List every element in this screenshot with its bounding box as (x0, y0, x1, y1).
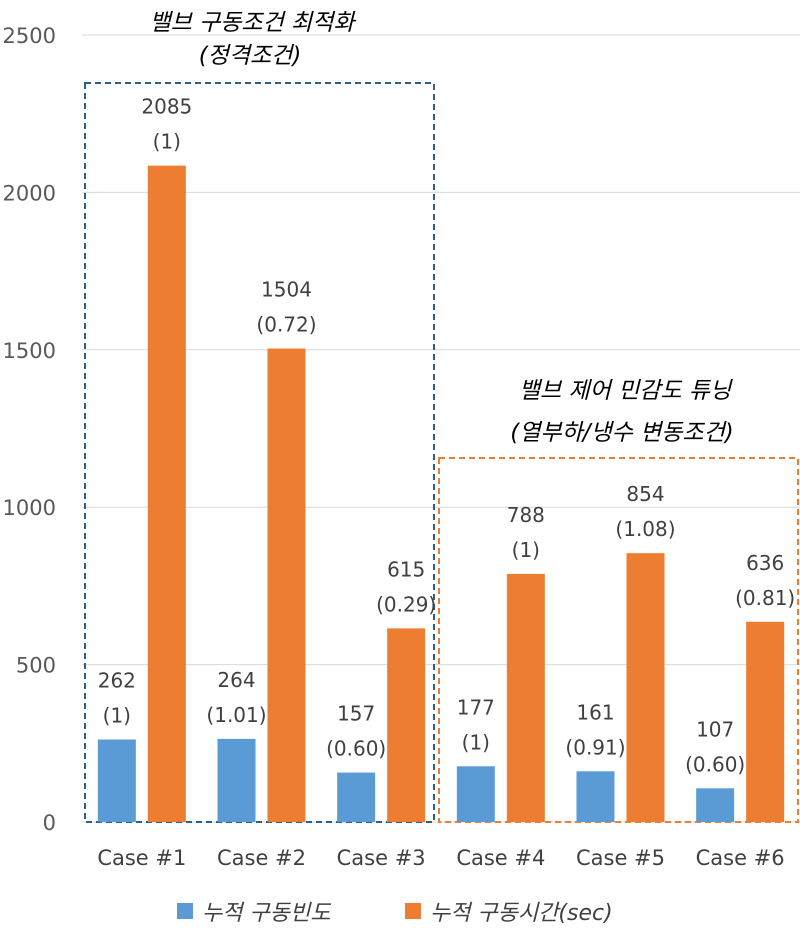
data-label-ratio: (0.60) (685, 752, 745, 776)
bar-time (746, 621, 785, 822)
bar-time (387, 628, 426, 822)
data-label-value: 615 (387, 557, 425, 581)
data-label-value: 262 (98, 669, 136, 693)
legend-label-series-2: 누적 구동시간(sec) (430, 901, 613, 926)
data-label-ratio: (0.72) (256, 313, 316, 337)
bar-frequency (456, 766, 495, 822)
bar-time (506, 573, 545, 822)
legend: 누적 구동빈도 누적 구동시간(sec) (177, 901, 613, 926)
y-axis-ticks: 0 500 1000 1500 2000 2500 (3, 24, 56, 835)
bar-time (267, 348, 306, 822)
x-tick-label: Case #2 (217, 846, 306, 870)
legend-swatch-series-1 (177, 903, 193, 919)
bar-frequency (576, 771, 615, 822)
y-tick-label: 0 (43, 811, 56, 835)
bar-frequency (337, 772, 376, 822)
data-label-ratio: (1) (512, 538, 540, 562)
data-label-ratio: (0.81) (735, 586, 795, 610)
y-tick-label: 500 (16, 654, 56, 678)
x-tick-label: Case #1 (97, 846, 186, 870)
data-label-value: 1504 (261, 278, 312, 302)
data-label-value: 177 (457, 695, 495, 719)
data-label-value: 161 (576, 700, 614, 724)
y-tick-label: 2500 (3, 24, 56, 48)
data-label-ratio: (0.91) (565, 735, 625, 759)
data-labels: 262 (1) 2085 (1) 264 (1.01) 1504 (0.72) 157 (0.60… (98, 95, 795, 777)
data-label-value: 788 (507, 503, 545, 527)
bars (97, 165, 785, 823)
data-label-value: 2085 (141, 95, 192, 119)
data-label-ratio: (1.01) (206, 703, 266, 727)
x-tick-label: Case #3 (337, 846, 426, 870)
x-tick-label: Case #6 (696, 846, 785, 870)
data-label-ratio: (1) (462, 730, 490, 754)
bar-frequency (97, 739, 136, 822)
annotation-1-line1: 밸브 구동조건 최적화 (149, 10, 356, 36)
annotation-1-line2: (정격조건) (199, 43, 302, 69)
y-tick-label: 1500 (3, 339, 56, 363)
data-label-value: 854 (626, 482, 664, 506)
data-label-ratio: (0.29) (376, 592, 436, 616)
legend-swatch-series-2 (405, 903, 421, 919)
data-label-ratio: (1) (103, 704, 131, 728)
legend-label-series-1: 누적 구동빈도 (202, 901, 332, 926)
x-tick-label: Case #5 (576, 846, 665, 870)
data-label-value: 264 (217, 668, 255, 692)
bar-time (147, 165, 186, 823)
data-label-value: 107 (696, 717, 734, 741)
group-box-variable (438, 457, 799, 823)
y-tick-label: 1000 (3, 496, 56, 520)
annotation-2-line2: (열부하/냉수 변동조건) (510, 420, 733, 446)
bar-frequency (696, 788, 735, 822)
annotation-2-line1: 밸브 제어 민감도 튜닝 (519, 378, 733, 404)
data-label-value: 636 (746, 551, 784, 575)
y-tick-label: 2000 (3, 181, 56, 205)
data-label-ratio: (1) (153, 130, 181, 154)
data-label-value: 157 (337, 702, 375, 726)
group-boxes (84, 82, 799, 823)
x-tick-label: Case #4 (456, 846, 545, 870)
group-box-rated (84, 82, 435, 823)
data-label-ratio: (0.60) (326, 737, 386, 761)
data-label-ratio: (1.08) (615, 517, 675, 541)
bar-frequency (217, 738, 256, 822)
bar-time (626, 553, 665, 822)
x-axis-categories: Case #1 Case #2 Case #3 Case #4 Case #5 Case … (97, 846, 784, 870)
